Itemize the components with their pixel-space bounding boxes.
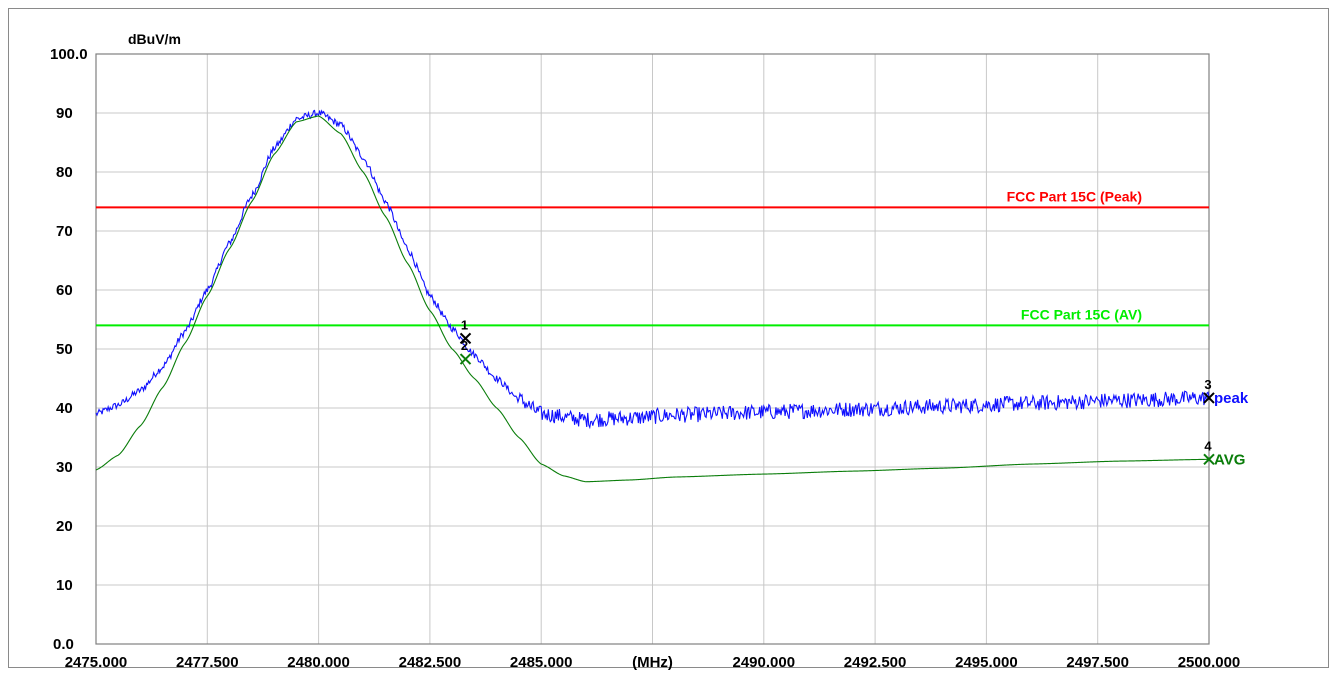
grid xyxy=(95,53,1210,645)
marker-3: 3 xyxy=(1203,377,1215,404)
limit-label-0: FCC Part 15C (Peak) xyxy=(1007,188,1142,204)
x-tick-label-6: 2490.000 xyxy=(733,654,796,671)
y-tick-label-1: 10 xyxy=(56,577,73,594)
y-tick-label-5: 50 xyxy=(56,341,73,358)
y-tick-label-9: 90 xyxy=(56,105,73,122)
marker-2: 2 xyxy=(459,338,472,365)
trace-label-peak: peak xyxy=(1214,390,1249,407)
trace-label-AVG: AVG xyxy=(1214,451,1245,468)
marker-4: 4 xyxy=(1203,438,1215,466)
y-axis-unit-label: dBuV/m xyxy=(128,31,181,47)
series-line-AVG xyxy=(95,115,1210,483)
y-tick-label-0: 0.0 xyxy=(53,636,74,653)
x-tick-label-3: 2482.500 xyxy=(399,654,462,671)
x-tick-label-7: 2492.500 xyxy=(844,654,907,671)
marker-cross-b-1 xyxy=(459,332,472,345)
x-tick-label-5: (MHz) xyxy=(632,654,673,671)
y-tick-label-4: 40 xyxy=(56,400,73,417)
marker-number-1: 1 xyxy=(461,317,468,332)
marker-cross-b-4 xyxy=(1203,453,1215,466)
y-tick-label-2: 20 xyxy=(56,518,73,535)
x-tick-label-0: 2475.000 xyxy=(65,654,128,671)
marker-number-4: 4 xyxy=(1204,438,1212,453)
marker-1: 1 xyxy=(459,317,472,345)
marker-cross-b-3 xyxy=(1203,392,1215,404)
x-tick-label-2: 2480.000 xyxy=(287,654,350,671)
y-tick-label-3: 30 xyxy=(56,459,73,476)
y-tick-label-7: 70 xyxy=(56,223,73,240)
y-tick-label-8: 80 xyxy=(56,164,73,181)
x-tick-label-10: 2500.000 xyxy=(1178,654,1241,671)
limit-label-1: FCC Part 15C (AV) xyxy=(1021,306,1142,322)
y-tick-label-10: 100.0 xyxy=(50,46,88,63)
plot-border xyxy=(95,53,1210,645)
marker-cross-b-2 xyxy=(459,353,472,365)
x-tick-label-1: 2477.500 xyxy=(176,654,239,671)
series-line-peak xyxy=(95,109,1210,430)
chart-frame xyxy=(8,8,1329,668)
x-tick-label-4: 2485.000 xyxy=(510,654,573,671)
x-tick-label-8: 2495.000 xyxy=(955,654,1018,671)
y-tick-label-6: 60 xyxy=(56,282,73,299)
marker-number-2: 2 xyxy=(461,338,468,353)
marker-number-3: 3 xyxy=(1204,377,1211,392)
x-tick-label-9: 2497.500 xyxy=(1066,654,1129,671)
